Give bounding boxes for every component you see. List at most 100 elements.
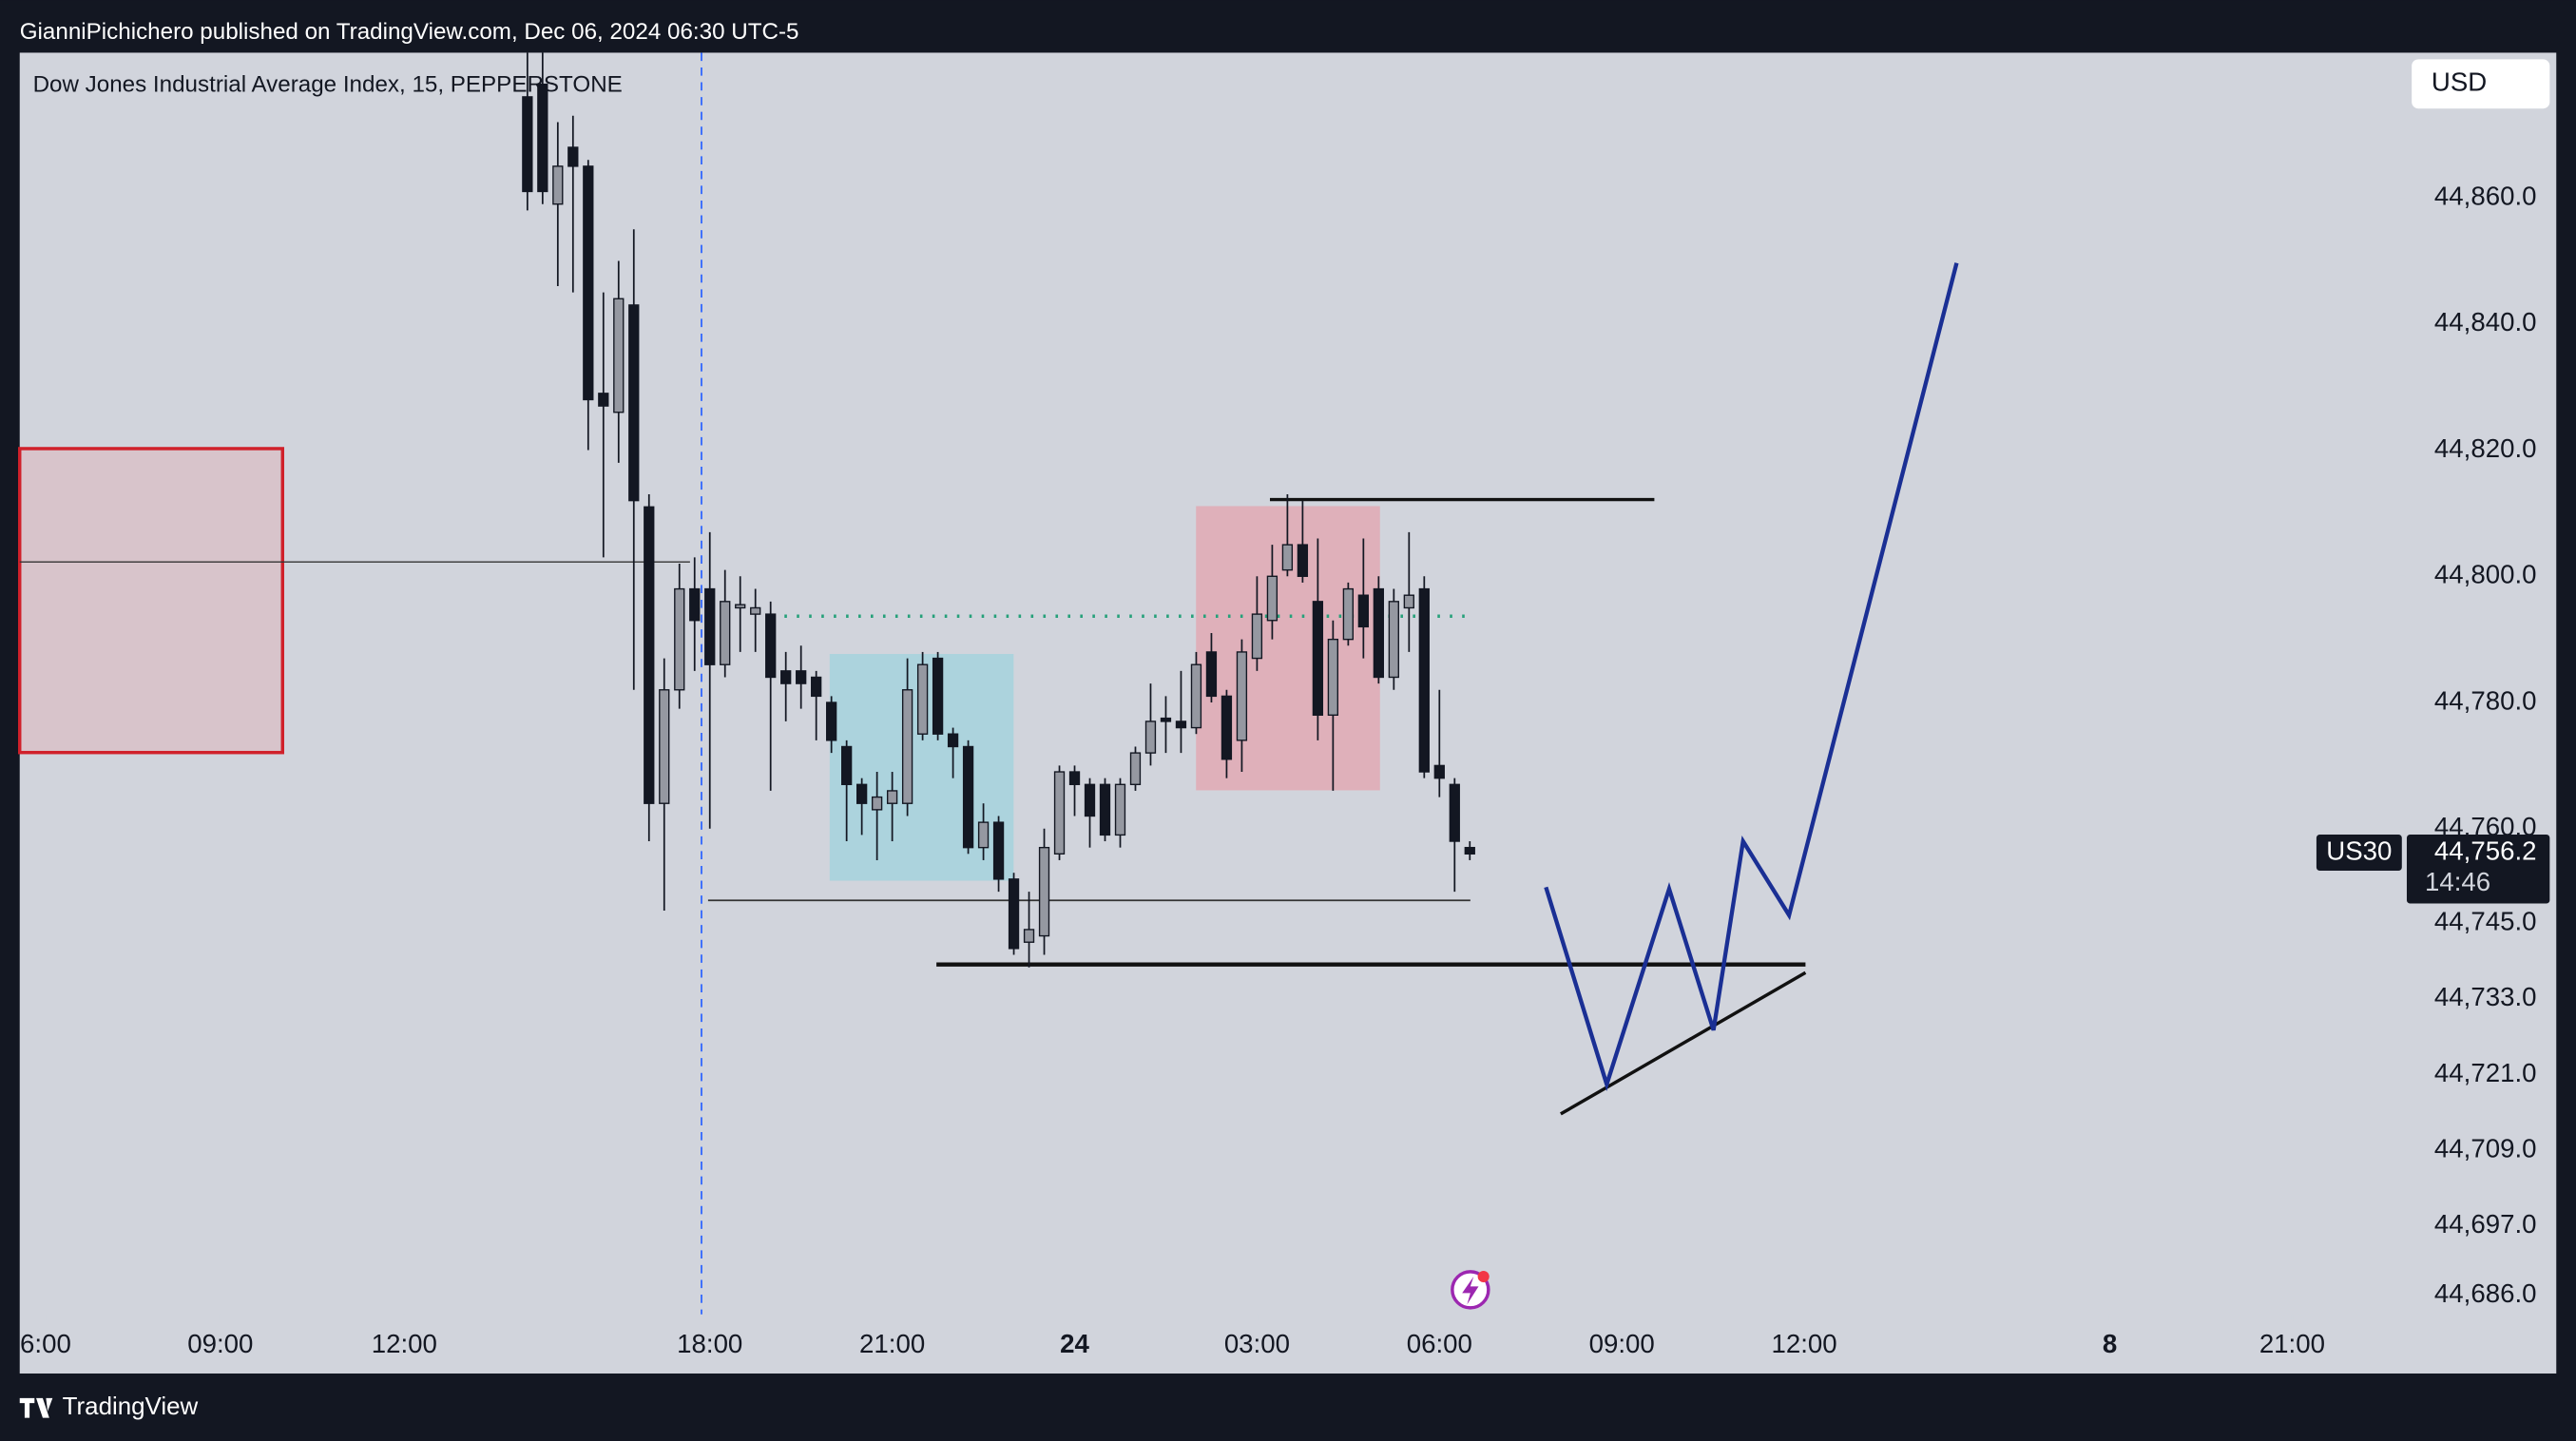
candle-body: [901, 689, 913, 804]
ticks: 44,686.0 44,697.0 44,709.0 44,721.0 44,733.0…: [20, 181, 2536, 1358]
y-tick-label: 44,860.0: [2434, 181, 2537, 210]
y-tick-label: 44,709.0: [2434, 1134, 2537, 1163]
candle-body: [1205, 651, 1218, 698]
candle-body: [704, 587, 716, 665]
brand: TradingView: [19, 1393, 199, 1420]
candle-body: [1008, 878, 1020, 950]
currency-button[interactable]: [2412, 59, 2550, 109]
candle-body: [1357, 594, 1369, 628]
candle-body: [689, 587, 701, 622]
candle-body: [583, 165, 594, 401]
dot: [1477, 1270, 1490, 1283]
candle-body: [947, 733, 959, 748]
x-tick-label: 21:00: [859, 1329, 925, 1358]
bolt: [1462, 1277, 1479, 1305]
x-tick-label: 24: [1060, 1329, 1089, 1358]
x-tick-label: 12:00: [372, 1329, 437, 1358]
candle-body: [598, 393, 609, 407]
candle-body: [826, 701, 837, 741]
x-tick-label: 18:00: [677, 1329, 742, 1358]
x-tick-label: 09:00: [187, 1329, 253, 1358]
y-tick-label: 44,733.0: [2434, 982, 2537, 1011]
candle-body: [1281, 544, 1294, 571]
y-tick-label: 44,800.0: [2434, 560, 2537, 589]
currency: USD: [2432, 67, 2487, 97]
x-tick-label: 8: [2103, 1329, 2117, 1358]
candle-body: [977, 821, 990, 849]
candle-body: [1297, 544, 1309, 577]
y-tick-label: 44,697.0: [2434, 1209, 2537, 1239]
candle-body: [735, 604, 746, 609]
candle-body: [841, 745, 853, 785]
candle-body: [886, 790, 898, 804]
candle-body: [1084, 783, 1096, 817]
candle-body: [1327, 638, 1339, 716]
candle-body: [1449, 783, 1460, 842]
candle-body: [1433, 764, 1445, 779]
candle-body: [644, 506, 655, 804]
candle-body: [1342, 587, 1355, 641]
header: GianniPichichero published on TradingVie…: [20, 19, 799, 45]
candle-body: [855, 783, 868, 804]
x-tick-label: 09:00: [1589, 1329, 1655, 1358]
candle-body: [1144, 720, 1157, 754]
candle-body: [916, 663, 929, 735]
y-tick-label: 44,780.0: [2434, 685, 2537, 715]
candle-body: [1068, 771, 1081, 785]
candle-body: [765, 613, 777, 679]
candle-body: [750, 606, 761, 615]
drawings: [18, 52, 1959, 1315]
candle-body: [992, 821, 1005, 880]
candle-body: [1129, 752, 1142, 785]
y-tick-label: 44,745.0: [2434, 907, 2537, 936]
candle-body: [613, 298, 625, 413]
candle-body: [1160, 717, 1172, 722]
countdown: 14:46: [2425, 867, 2490, 896]
candle-body: [1312, 601, 1324, 716]
candle-body: [1373, 587, 1384, 679]
candle-body: [674, 587, 685, 691]
candle-body: [720, 601, 731, 665]
candle-body: [1266, 575, 1278, 622]
y-tick-label: 44,686.0: [2434, 1278, 2537, 1308]
y-tick-label: 44,721.0: [2434, 1058, 2537, 1087]
candle-body: [659, 689, 670, 804]
candle-body: [1190, 663, 1202, 729]
candle-body: [1236, 651, 1248, 741]
candle-body: [567, 146, 579, 167]
candle-body: [1038, 846, 1050, 937]
zone-box: [18, 447, 284, 755]
last-price: 44,756.2: [2434, 836, 2537, 865]
candle-body: [537, 83, 548, 193]
candle-body: [1418, 587, 1430, 773]
candle-body: [1099, 783, 1111, 836]
candle-body: [522, 96, 533, 193]
last-price-box: [2406, 834, 2550, 904]
candle-body: [780, 670, 792, 684]
candle-body: [932, 657, 944, 735]
candle-body: [1175, 720, 1187, 729]
symbol-box: [2316, 834, 2402, 871]
candle-body: [1114, 783, 1126, 836]
candle-body: [871, 796, 883, 811]
price-label: US30 44,756.214:46: [2316, 834, 2550, 904]
x-tick-label: 06:00: [1407, 1329, 1472, 1358]
y-tick-label: 44,840.0: [2434, 307, 2537, 336]
brand-name: TradingView: [63, 1393, 199, 1420]
chart-title: Dow Jones Industrial Average Index, 15, …: [33, 71, 623, 97]
candle-body: [628, 304, 640, 502]
trend-line: [1560, 970, 1807, 1116]
candles: [522, 52, 1475, 968]
x-tick-label: 12:00: [1772, 1329, 1837, 1358]
candle-body: [552, 165, 564, 205]
projection-path: [1544, 262, 1959, 1092]
candle-body: [811, 676, 822, 698]
candle-body: [796, 670, 807, 684]
symbol: US30: [2326, 836, 2392, 865]
candle-body: [1464, 846, 1475, 855]
candle-body: [1251, 613, 1263, 660]
candle-body: [962, 745, 974, 849]
logo: [19, 1397, 53, 1418]
